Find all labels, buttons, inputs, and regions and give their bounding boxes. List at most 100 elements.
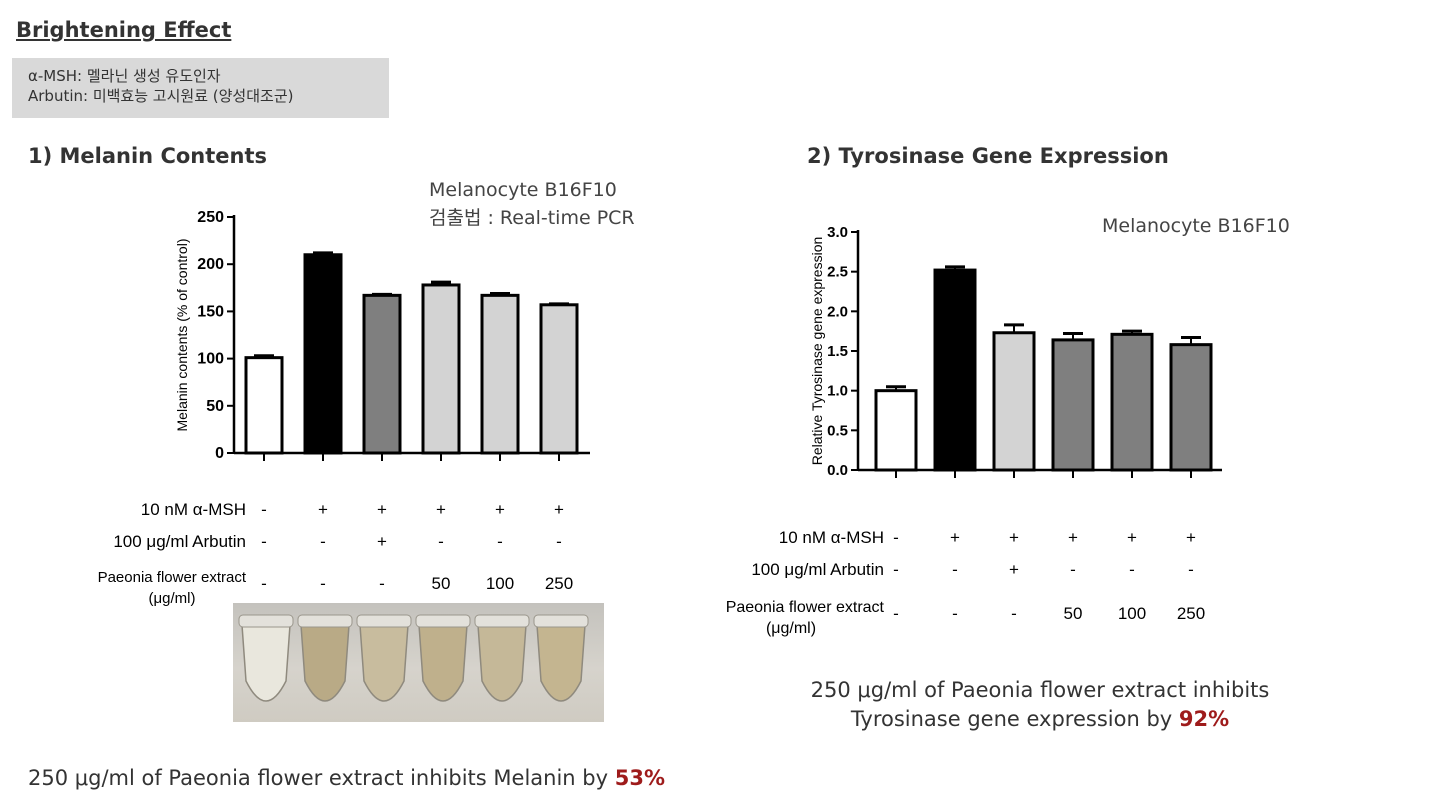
treatment-label: Paeonia flower extract bbox=[726, 599, 885, 616]
y-tick-label: 0.0 bbox=[827, 462, 848, 479]
tube-cap bbox=[533, 614, 589, 628]
tube-cap bbox=[238, 614, 294, 628]
y-tick-label: 1.5 bbox=[827, 343, 848, 360]
treatment-value: - bbox=[438, 532, 444, 551]
section2-title: 2) Tyrosinase Gene Expression bbox=[807, 144, 1169, 168]
treatment-value: - bbox=[952, 604, 958, 623]
section1-method: 검출법 : Real-time PCR bbox=[429, 207, 635, 229]
tube-3 bbox=[359, 624, 409, 702]
y-tick-label: 3.0 bbox=[827, 224, 848, 241]
treatment-value: 250 bbox=[545, 574, 573, 593]
treatment-value: + bbox=[377, 500, 387, 519]
treatment-value: - bbox=[893, 528, 899, 547]
treatment-value: + bbox=[1009, 560, 1019, 579]
y-tick-label: 250 bbox=[197, 209, 224, 226]
treatment-value: 50 bbox=[432, 574, 451, 593]
treatment-value: - bbox=[893, 560, 899, 579]
tube-6 bbox=[536, 624, 586, 702]
treatment-value: 50 bbox=[1064, 604, 1083, 623]
treatment-value: - bbox=[320, 574, 326, 593]
treatment-value: - bbox=[320, 532, 326, 551]
treatment-value: 100 bbox=[486, 574, 514, 593]
treatment-label: 10 nM α-MSH bbox=[779, 528, 884, 547]
treatment-value: + bbox=[1068, 528, 1078, 547]
treatment-value: - bbox=[1129, 560, 1135, 579]
y-tick-label: 100 bbox=[197, 351, 224, 368]
bar-G5 bbox=[1110, 332, 1154, 472]
section2-conclusion-line1: 250 μg/ml of Paeonia flower extract inhi… bbox=[810, 678, 1270, 702]
treatment-value: - bbox=[497, 532, 503, 551]
section1-conclusion-value: 53% bbox=[614, 766, 665, 790]
treatment-value: - bbox=[261, 500, 267, 519]
treatment-label: 10 nM α-MSH bbox=[141, 500, 246, 519]
bar-G5 bbox=[480, 293, 520, 455]
treatment-value: + bbox=[1127, 528, 1137, 547]
tube-4 bbox=[418, 624, 468, 702]
y-tick-label: 50 bbox=[206, 398, 224, 415]
section1-title: 1) Melanin Contents bbox=[28, 144, 267, 168]
tube-1 bbox=[241, 624, 291, 702]
y-tick-label: 200 bbox=[197, 256, 224, 273]
bar-G6 bbox=[1169, 343, 1213, 472]
tube-cap bbox=[474, 614, 530, 628]
treatment-value: - bbox=[379, 574, 385, 593]
treatment-value: + bbox=[1009, 528, 1019, 547]
y-tick-label: 2.5 bbox=[827, 264, 848, 281]
note-alpha-msh: α-MSH: 멜라닌 생성 유도인자 bbox=[28, 67, 221, 85]
bar-G2 bbox=[933, 268, 977, 472]
y-tick-label: 1.0 bbox=[827, 383, 848, 400]
tube-cap bbox=[415, 614, 471, 628]
treatment-value: - bbox=[893, 604, 899, 623]
bar-G3 bbox=[992, 331, 1036, 472]
tube-photo-drawing bbox=[238, 614, 589, 702]
treatment-value: + bbox=[318, 500, 328, 519]
treatment-value: - bbox=[952, 560, 958, 579]
page-title: Brightening Effect bbox=[16, 18, 232, 42]
bar-G6 bbox=[539, 303, 579, 455]
section1-conclusion-text: 250 μg/ml of Paeonia flower extract inhi… bbox=[28, 766, 615, 790]
section1-cell-line: Melanocyte B16F10 bbox=[429, 179, 617, 201]
y-tick-label: 2.0 bbox=[827, 303, 848, 320]
treatment-value: + bbox=[950, 528, 960, 547]
y-axis-label: Relative Tyrosinase gene expression bbox=[809, 237, 825, 466]
bar-G1 bbox=[874, 389, 918, 472]
section2-conclusion-line2: Tyrosinase gene expression by 92% bbox=[740, 705, 1340, 734]
tube-5 bbox=[477, 624, 527, 702]
tube-cap bbox=[356, 614, 412, 628]
treatment-label: 100 μg/ml Arbutin bbox=[113, 532, 246, 551]
y-axis-label: Melanin contents (% of control) bbox=[174, 239, 190, 432]
treatment-value: 100 bbox=[1118, 604, 1146, 623]
treatment-label-unit: (μg/ml) bbox=[766, 620, 816, 637]
treatment-label: 100 μg/ml Arbutin bbox=[751, 560, 884, 579]
y-tick-label: 0 bbox=[215, 445, 224, 462]
tube-cap bbox=[297, 614, 353, 628]
bar-G4 bbox=[1051, 338, 1095, 472]
treatment-label: Paeonia flower extract bbox=[98, 569, 247, 586]
treatment-value: - bbox=[261, 532, 267, 551]
section2-conclusion-text: Tyrosinase gene expression by bbox=[850, 707, 1179, 731]
tube-2 bbox=[300, 624, 350, 702]
section1-conclusion: 250 μg/ml of Paeonia flower extract inhi… bbox=[28, 766, 665, 790]
section2-cell-line: Melanocyte B16F10 bbox=[1102, 215, 1290, 237]
bar-G2 bbox=[303, 253, 343, 455]
section2-conclusion: 250 μg/ml of Paeonia flower extract inhi… bbox=[740, 676, 1340, 734]
treatment-value: + bbox=[436, 500, 446, 519]
y-tick-label: 150 bbox=[197, 303, 224, 320]
treatment-label-unit: (μg/ml) bbox=[149, 590, 196, 607]
treatment-value: 250 bbox=[1177, 604, 1205, 623]
bar-G1 bbox=[244, 356, 284, 455]
treatment-value: - bbox=[1188, 560, 1194, 579]
legend-note-box: α-MSH: 멜라닌 생성 유도인자 Arbutin: 미백효능 고시원료 (양… bbox=[12, 58, 389, 118]
treatment-value: + bbox=[377, 532, 387, 551]
treatment-value: - bbox=[556, 532, 562, 551]
treatment-value: + bbox=[495, 500, 505, 519]
note-arbutin: Arbutin: 미백효능 고시원료 (양성대조군) bbox=[28, 87, 294, 105]
treatment-value: - bbox=[1011, 604, 1017, 623]
section2-conclusion-value: 92% bbox=[1178, 707, 1230, 731]
bar-G3 bbox=[362, 293, 402, 455]
bar-G4 bbox=[421, 283, 461, 455]
treatment-value: + bbox=[554, 500, 564, 519]
treatment-value: + bbox=[1186, 528, 1196, 547]
treatment-value: - bbox=[261, 574, 267, 593]
